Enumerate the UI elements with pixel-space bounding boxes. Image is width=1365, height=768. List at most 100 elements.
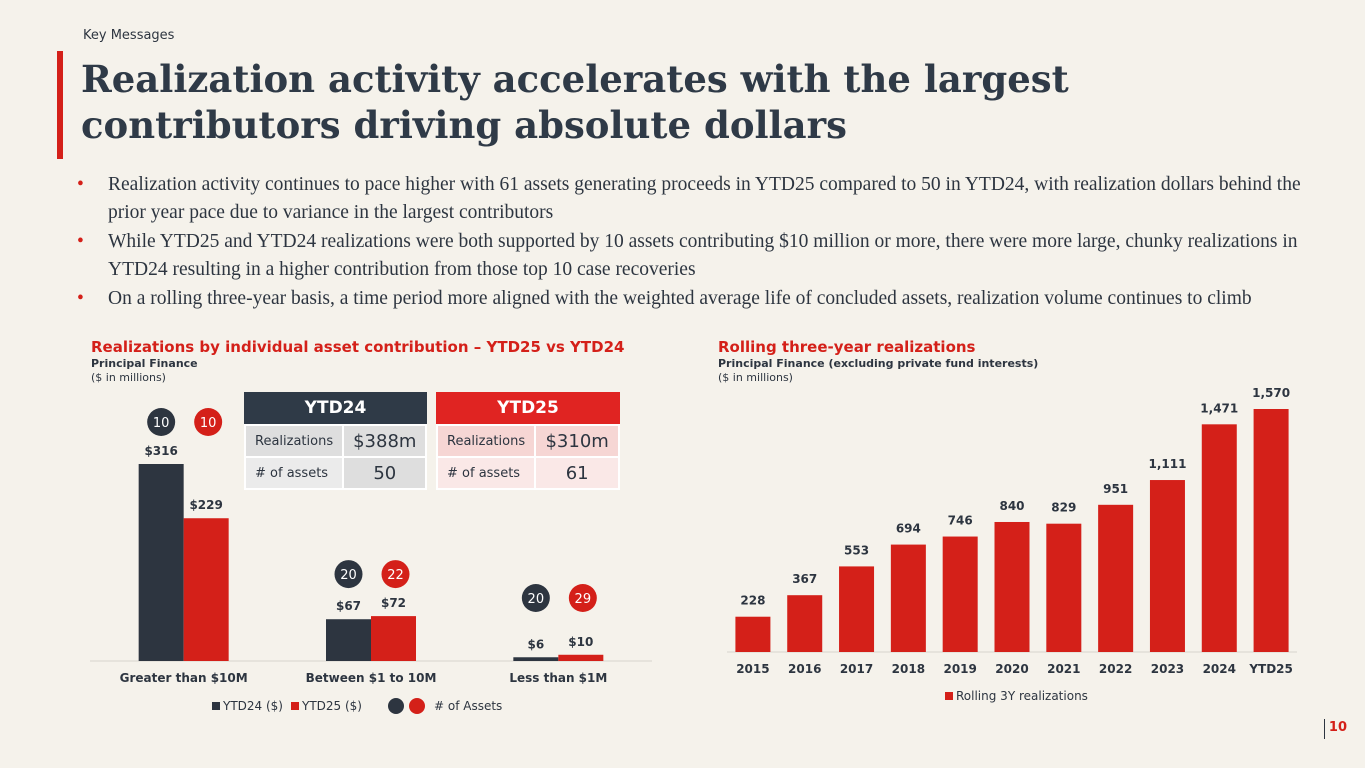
category-label: 2020 xyxy=(995,662,1028,676)
bullet-list: • Realization activity continues to pace … xyxy=(77,171,1307,314)
bar-ytd24 xyxy=(138,464,184,661)
legend-assets-circle-navy xyxy=(388,698,404,714)
bar-rolling-3y xyxy=(1046,523,1082,652)
ytd25-assets-label: # of assets xyxy=(435,456,537,490)
bullet-text: While YTD25 and YTD24 realizations were … xyxy=(108,231,1298,280)
ytd24-realizations-label: Realizations xyxy=(243,424,345,458)
bar-value-label: 1,111 xyxy=(1148,457,1186,471)
bullet-dot-icon: • xyxy=(77,231,84,252)
legend-swatch-ytd24 xyxy=(212,702,220,710)
asset-count-label: 10 xyxy=(153,416,170,431)
ytd24-summary-box: YTD24 Realizations $388m # of assets 50 xyxy=(243,392,428,490)
category-label: 2019 xyxy=(943,662,976,676)
asset-count-label: 10 xyxy=(200,416,217,431)
asset-contribution-chart: $316 $229 10 10 Greater than $10M $67 $72 20 22 B… xyxy=(90,408,652,714)
bullet-item: • Realization activity continues to pace … xyxy=(77,171,1307,227)
ytd24-realizations-value: $388m xyxy=(342,424,428,458)
bar-rolling-3y xyxy=(890,544,926,652)
ytd25-summary-box: YTD25 Realizations $310m # of assets 61 xyxy=(435,392,620,490)
bullet-text: On a rolling three-year basis, a time pe… xyxy=(108,288,1252,309)
legend-label-assets: # of Assets xyxy=(434,699,502,713)
bullet-dot-icon: • xyxy=(77,288,84,309)
rolling-realizations-chart: 228 2015 367 2016 553 2017 694 2018 746 2019 840 20… xyxy=(727,386,1297,703)
bar-value-label: 1,471 xyxy=(1200,401,1238,415)
category-label: 2022 xyxy=(1099,662,1132,676)
left-chart-subtitle: Principal Finance xyxy=(91,357,198,370)
bar-ytd24 xyxy=(513,657,559,661)
category-label: 2018 xyxy=(892,662,925,676)
category-label: Greater than $10M xyxy=(120,671,248,685)
bar-rolling-3y xyxy=(1149,480,1185,652)
asset-count-label: 22 xyxy=(387,568,404,583)
bar-rolling-3y xyxy=(839,566,875,652)
category-label: 2016 xyxy=(788,662,821,676)
bar-value-label: $229 xyxy=(189,498,222,512)
bar-value-label: 553 xyxy=(844,543,869,557)
asset-count-badge xyxy=(521,584,550,612)
category-label: 2023 xyxy=(1151,662,1184,676)
bar-ytd25 xyxy=(183,518,229,661)
bar-rolling-3y xyxy=(1098,504,1134,652)
bar-rolling-3y xyxy=(1201,424,1237,652)
bullet-dot-icon: • xyxy=(77,174,84,195)
right-chart-unit: ($ in millions) xyxy=(718,371,793,384)
ytd25-realizations-value: $310m xyxy=(534,424,620,458)
bar-value-label: $316 xyxy=(144,444,177,458)
category-label: Between $1 to 10M xyxy=(306,671,437,685)
bar-value-label: 1,570 xyxy=(1252,386,1290,400)
bar-value-label: 694 xyxy=(896,522,921,536)
asset-count-label: 20 xyxy=(340,568,357,583)
category-label: Less than $1M xyxy=(509,671,607,685)
bar-value-label: 228 xyxy=(740,594,765,608)
bar-rolling-3y xyxy=(994,521,1030,652)
ytd25-assets-value: 61 xyxy=(534,456,620,490)
bar-value-label: $72 xyxy=(381,596,406,610)
category-label: 2015 xyxy=(736,662,769,676)
right-chart-title: Rolling three-year realizations xyxy=(718,338,976,356)
legend-label-ytd25: YTD25 ($) xyxy=(301,699,362,713)
asset-count-badge xyxy=(381,560,410,589)
right-chart-subtitle: Principal Finance (excluding private fun… xyxy=(718,357,1039,370)
asset-count-label: 29 xyxy=(575,592,592,607)
bar-value-label: $10 xyxy=(568,635,593,649)
bar-value-label: 951 xyxy=(1103,482,1128,496)
bar-rolling-3y xyxy=(787,595,823,652)
section-label: Key Messages xyxy=(83,28,175,43)
legend-assets-circle-red xyxy=(409,698,425,714)
bar-value-label: $67 xyxy=(336,599,361,613)
bar-ytd24 xyxy=(326,619,371,661)
asset-count-label: 20 xyxy=(528,592,545,607)
bar-rolling-3y xyxy=(735,616,771,652)
category-label: YTD25 xyxy=(1248,662,1293,676)
ytd24-assets-value: 50 xyxy=(342,456,428,490)
legend-swatch-rolling xyxy=(945,692,953,700)
ytd25-realizations-label: Realizations xyxy=(435,424,537,458)
bar-value-label: 746 xyxy=(948,514,973,528)
bar-value-label: $6 xyxy=(527,637,544,651)
page-number: 10 xyxy=(1328,720,1347,735)
bar-rolling-3y xyxy=(942,536,978,652)
page-title: Realization activity accelerates with th… xyxy=(81,57,1069,147)
category-label: 2024 xyxy=(1203,662,1236,676)
title-accent-bar xyxy=(57,51,63,159)
legend-swatch-ytd25 xyxy=(291,702,299,710)
legend-label-ytd24: YTD24 ($) xyxy=(222,699,283,713)
asset-count-badge xyxy=(147,408,176,436)
asset-count-badge xyxy=(334,560,363,589)
ytd25-header: YTD25 xyxy=(436,392,620,424)
bar-value-label: 367 xyxy=(792,572,817,586)
bar-value-label: 840 xyxy=(999,499,1024,513)
bar-rolling-3y xyxy=(1253,409,1289,652)
left-chart-title: Realizations by individual asset contrib… xyxy=(91,338,625,356)
left-chart-unit: ($ in millions) xyxy=(91,371,166,384)
bar-ytd25 xyxy=(558,654,604,661)
bar-value-label: 829 xyxy=(1051,501,1076,515)
asset-count-badge xyxy=(194,408,223,436)
ytd24-header: YTD24 xyxy=(244,392,427,424)
bullet-item: • While YTD25 and YTD24 realizations were… xyxy=(77,228,1307,284)
category-label: 2021 xyxy=(1047,662,1080,676)
legend-label-rolling: Rolling 3Y realizations xyxy=(956,689,1088,703)
ytd24-assets-label: # of assets xyxy=(243,456,345,490)
bullet-item: • On a rolling three-year basis, a time p… xyxy=(77,285,1307,313)
page-number-divider xyxy=(1324,719,1325,739)
